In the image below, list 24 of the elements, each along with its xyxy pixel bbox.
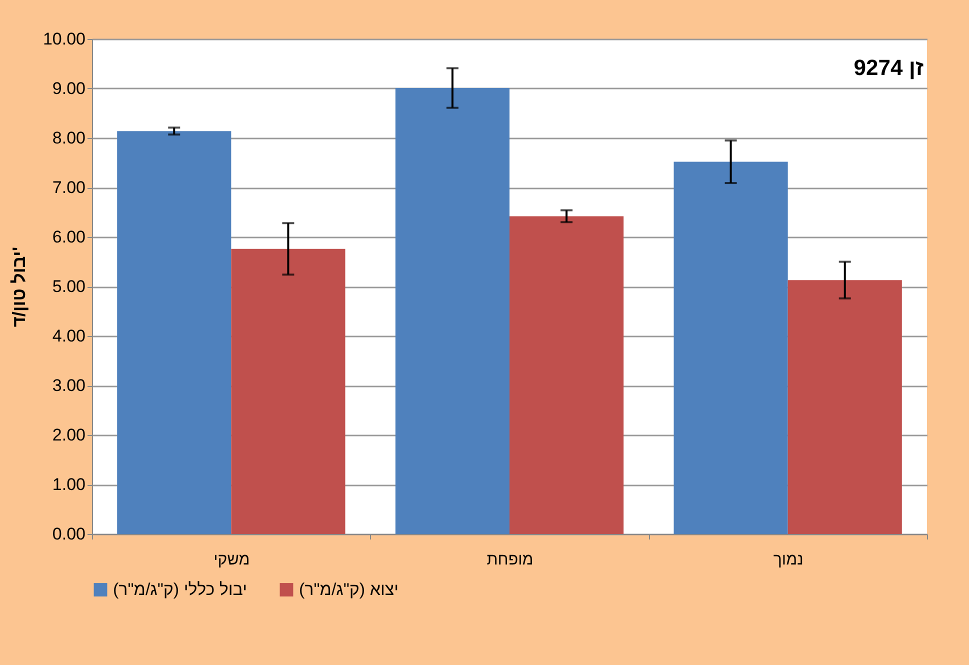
x-tick-label: משקי <box>214 552 250 568</box>
legend-label: יבול כללי (ק"ג/מ"ר) <box>113 580 248 599</box>
y-tick-label: 4.00 <box>52 326 86 346</box>
bar <box>117 131 232 534</box>
y-axis-title: יבול טון/ד' <box>8 246 29 328</box>
y-tick-label: 0.00 <box>52 524 86 544</box>
y-tick-label: 3.00 <box>52 376 86 395</box>
y-tick-label: 1.00 <box>52 475 86 494</box>
y-tick-label: 2.00 <box>52 426 86 444</box>
bar <box>231 248 346 534</box>
x-tick-label: נמוך <box>773 552 804 568</box>
y-tick-label: 8.00 <box>52 128 86 148</box>
x-tick-label: מופחת <box>486 552 534 568</box>
text: זן 9274 <box>854 55 924 80</box>
y-tick-label: 6.00 <box>52 228 86 246</box>
bar <box>788 280 902 534</box>
y-tick-label: 10.00 <box>42 30 86 48</box>
y-tick-label: 9.00 <box>52 79 86 98</box>
bar <box>510 216 624 534</box>
y-tick-label: 7.00 <box>52 178 86 197</box>
bar <box>395 88 510 534</box>
legend-label: יצוא (ק"ג/מ"ר) <box>299 580 399 599</box>
bar <box>674 162 788 534</box>
y-tick-label: 5.00 <box>52 277 86 296</box>
